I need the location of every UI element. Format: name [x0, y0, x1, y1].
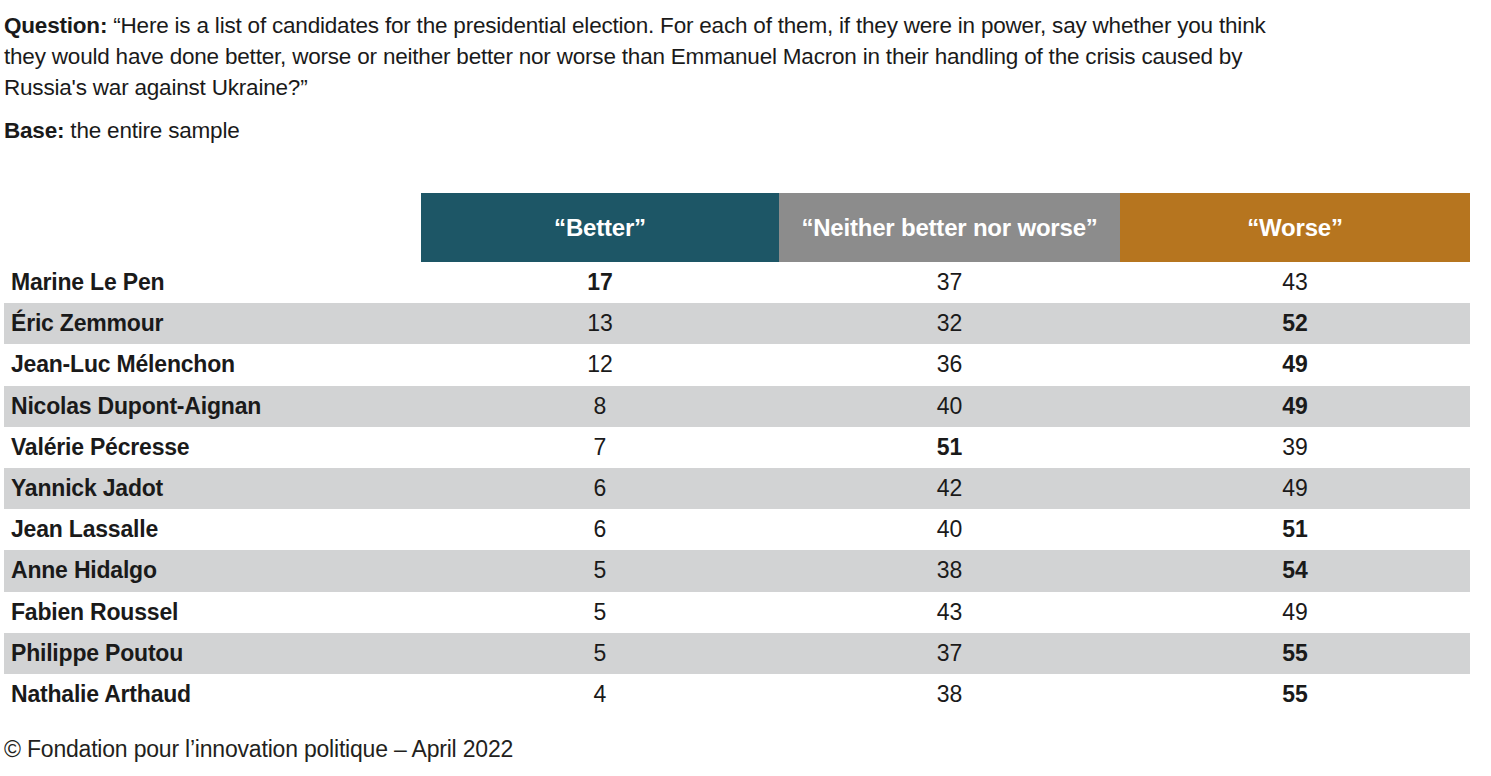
results-table: “Better” “Neither better nor worse” “Wor… — [4, 193, 1470, 715]
table-row: Éric Zemmour133252 — [4, 303, 1470, 344]
question-label: Question: — [4, 13, 107, 38]
value-worse: 39 — [1120, 434, 1470, 461]
value-better: 6 — [421, 516, 779, 543]
table-row: Anne Hidalgo53854 — [4, 550, 1470, 591]
value-worse: 55 — [1120, 681, 1470, 708]
base-label: Base: — [4, 118, 64, 143]
table-row: Valérie Pécresse75139 — [4, 427, 1470, 468]
value-worse: 49 — [1120, 475, 1470, 502]
value-worse: 49 — [1120, 599, 1470, 626]
candidate-name: Éric Zemmour — [4, 310, 421, 337]
table-row: Jean-Luc Mélenchon123649 — [4, 344, 1470, 385]
table-row: Jean Lassalle64051 — [4, 509, 1470, 550]
table-row: Nathalie Arthaud43855 — [4, 674, 1470, 715]
candidate-name: Nathalie Arthaud — [4, 681, 421, 708]
table-row: Yannick Jadot64249 — [4, 468, 1470, 509]
value-better: 17 — [421, 269, 779, 296]
value-neither: 43 — [779, 599, 1120, 626]
value-neither: 37 — [779, 640, 1120, 667]
table-row: Nicolas Dupont-Aignan84049 — [4, 386, 1470, 427]
column-header-worse: “Worse” — [1120, 193, 1470, 262]
value-worse: 55 — [1120, 640, 1470, 667]
table-row: Philippe Poutou53755 — [4, 633, 1470, 674]
candidate-name: Jean Lassalle — [4, 516, 421, 543]
question-block: Question: “Here is a list of candidates … — [4, 10, 1472, 103]
value-neither: 51 — [779, 434, 1120, 461]
value-worse: 52 — [1120, 310, 1470, 337]
column-header-neither: “Neither better nor worse” — [779, 193, 1120, 262]
value-better: 4 — [421, 681, 779, 708]
value-better: 8 — [421, 393, 779, 420]
value-worse: 49 — [1120, 351, 1470, 378]
value-neither: 37 — [779, 269, 1120, 296]
value-better: 7 — [421, 434, 779, 461]
value-better: 12 — [421, 351, 779, 378]
base-block: Base: the entire sample — [4, 115, 1491, 146]
table-header-row: “Better” “Neither better nor worse” “Wor… — [4, 193, 1470, 262]
candidate-name: Marine Le Pen — [4, 269, 421, 296]
candidate-name: Valérie Pécresse — [4, 434, 421, 461]
base-text: the entire sample — [64, 118, 239, 143]
candidate-name: Anne Hidalgo — [4, 557, 421, 584]
value-neither: 36 — [779, 351, 1120, 378]
value-better: 5 — [421, 599, 779, 626]
table-row: Marine Le Pen173743 — [4, 262, 1470, 303]
value-better: 5 — [421, 557, 779, 584]
question-text: “Here is a list of candidates for the pr… — [4, 13, 1266, 100]
value-neither: 42 — [779, 475, 1120, 502]
table-body: Marine Le Pen173743Éric Zemmour133252Jea… — [4, 262, 1470, 715]
header-spacer — [4, 193, 421, 262]
candidate-name: Philippe Poutou — [4, 640, 421, 667]
value-better: 13 — [421, 310, 779, 337]
value-worse: 54 — [1120, 557, 1470, 584]
value-neither: 38 — [779, 681, 1120, 708]
column-header-better: “Better” — [421, 193, 779, 262]
value-neither: 32 — [779, 310, 1120, 337]
candidate-name: Nicolas Dupont-Aignan — [4, 393, 421, 420]
value-worse: 49 — [1120, 393, 1470, 420]
table-row: Fabien Roussel54349 — [4, 592, 1470, 633]
value-neither: 38 — [779, 557, 1120, 584]
candidate-name: Yannick Jadot — [4, 475, 421, 502]
value-worse: 43 — [1120, 269, 1470, 296]
candidate-name: Jean-Luc Mélenchon — [4, 351, 421, 378]
infographic-page: Question: “Here is a list of candidates … — [0, 0, 1491, 763]
copyright-line: © Fondation pour l’innovation politique … — [4, 736, 1491, 763]
value-better: 5 — [421, 640, 779, 667]
value-better: 6 — [421, 475, 779, 502]
value-neither: 40 — [779, 393, 1120, 420]
candidate-name: Fabien Roussel — [4, 599, 421, 626]
value-neither: 40 — [779, 516, 1120, 543]
value-worse: 51 — [1120, 516, 1470, 543]
